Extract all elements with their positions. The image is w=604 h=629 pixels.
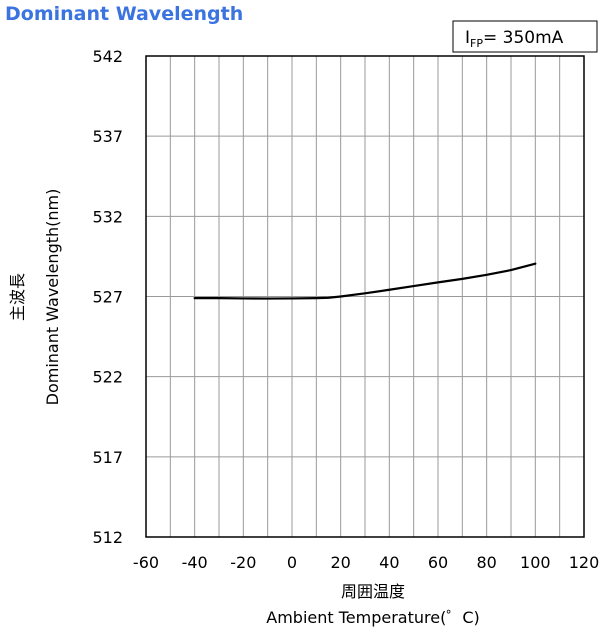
x-tick-label: -40 xyxy=(182,553,208,572)
x-tick-label: 20 xyxy=(330,553,350,572)
x-tick-label: 0 xyxy=(287,553,297,572)
y-tick-label: 512 xyxy=(92,528,123,547)
chart-title: Dominant Wavelength xyxy=(5,3,243,25)
x-tick-label: 40 xyxy=(379,553,399,572)
condition-frame xyxy=(452,20,598,53)
condition-symbol: I xyxy=(465,28,470,48)
plot-area-frame xyxy=(145,55,585,538)
condition-box: IFP= 350mA xyxy=(452,20,598,53)
condition-value: = 350mA xyxy=(483,28,564,48)
x-tick-label: -20 xyxy=(230,553,256,572)
y-tick-label: 522 xyxy=(92,368,123,387)
x-axis-label-jp: 周囲温度 xyxy=(341,582,405,601)
y-axis-label-jp: 主波長 xyxy=(8,273,27,321)
y-tick-label: 517 xyxy=(92,448,123,467)
gridlines xyxy=(146,56,584,537)
svg-text:IFP= 350mA: IFP= 350mA xyxy=(465,28,564,50)
x-tick-label: 80 xyxy=(476,553,496,572)
y-axis-ticks: 512 517 522 527 532 537 542 xyxy=(92,47,123,547)
y-axis-label: Dominant Wavelength(nm) xyxy=(43,189,62,406)
x-axis-label: Ambient Temperature(゜C) xyxy=(266,608,480,627)
condition-subscript: FP xyxy=(470,37,483,50)
x-axis-ticks: -60 -40 -20 0 20 40 60 80 100 120 xyxy=(133,553,599,572)
y-tick-label: 537 xyxy=(92,127,123,146)
y-tick-label: 527 xyxy=(92,288,123,307)
x-tick-label: 100 xyxy=(520,553,551,572)
x-tick-label: 120 xyxy=(569,553,600,572)
series-line-dominant-wavelength xyxy=(193,262,537,300)
y-tick-label: 532 xyxy=(92,207,123,226)
x-tick-label: 60 xyxy=(428,553,448,572)
y-tick-label: 542 xyxy=(92,47,123,66)
x-tick-label: -60 xyxy=(133,553,159,572)
